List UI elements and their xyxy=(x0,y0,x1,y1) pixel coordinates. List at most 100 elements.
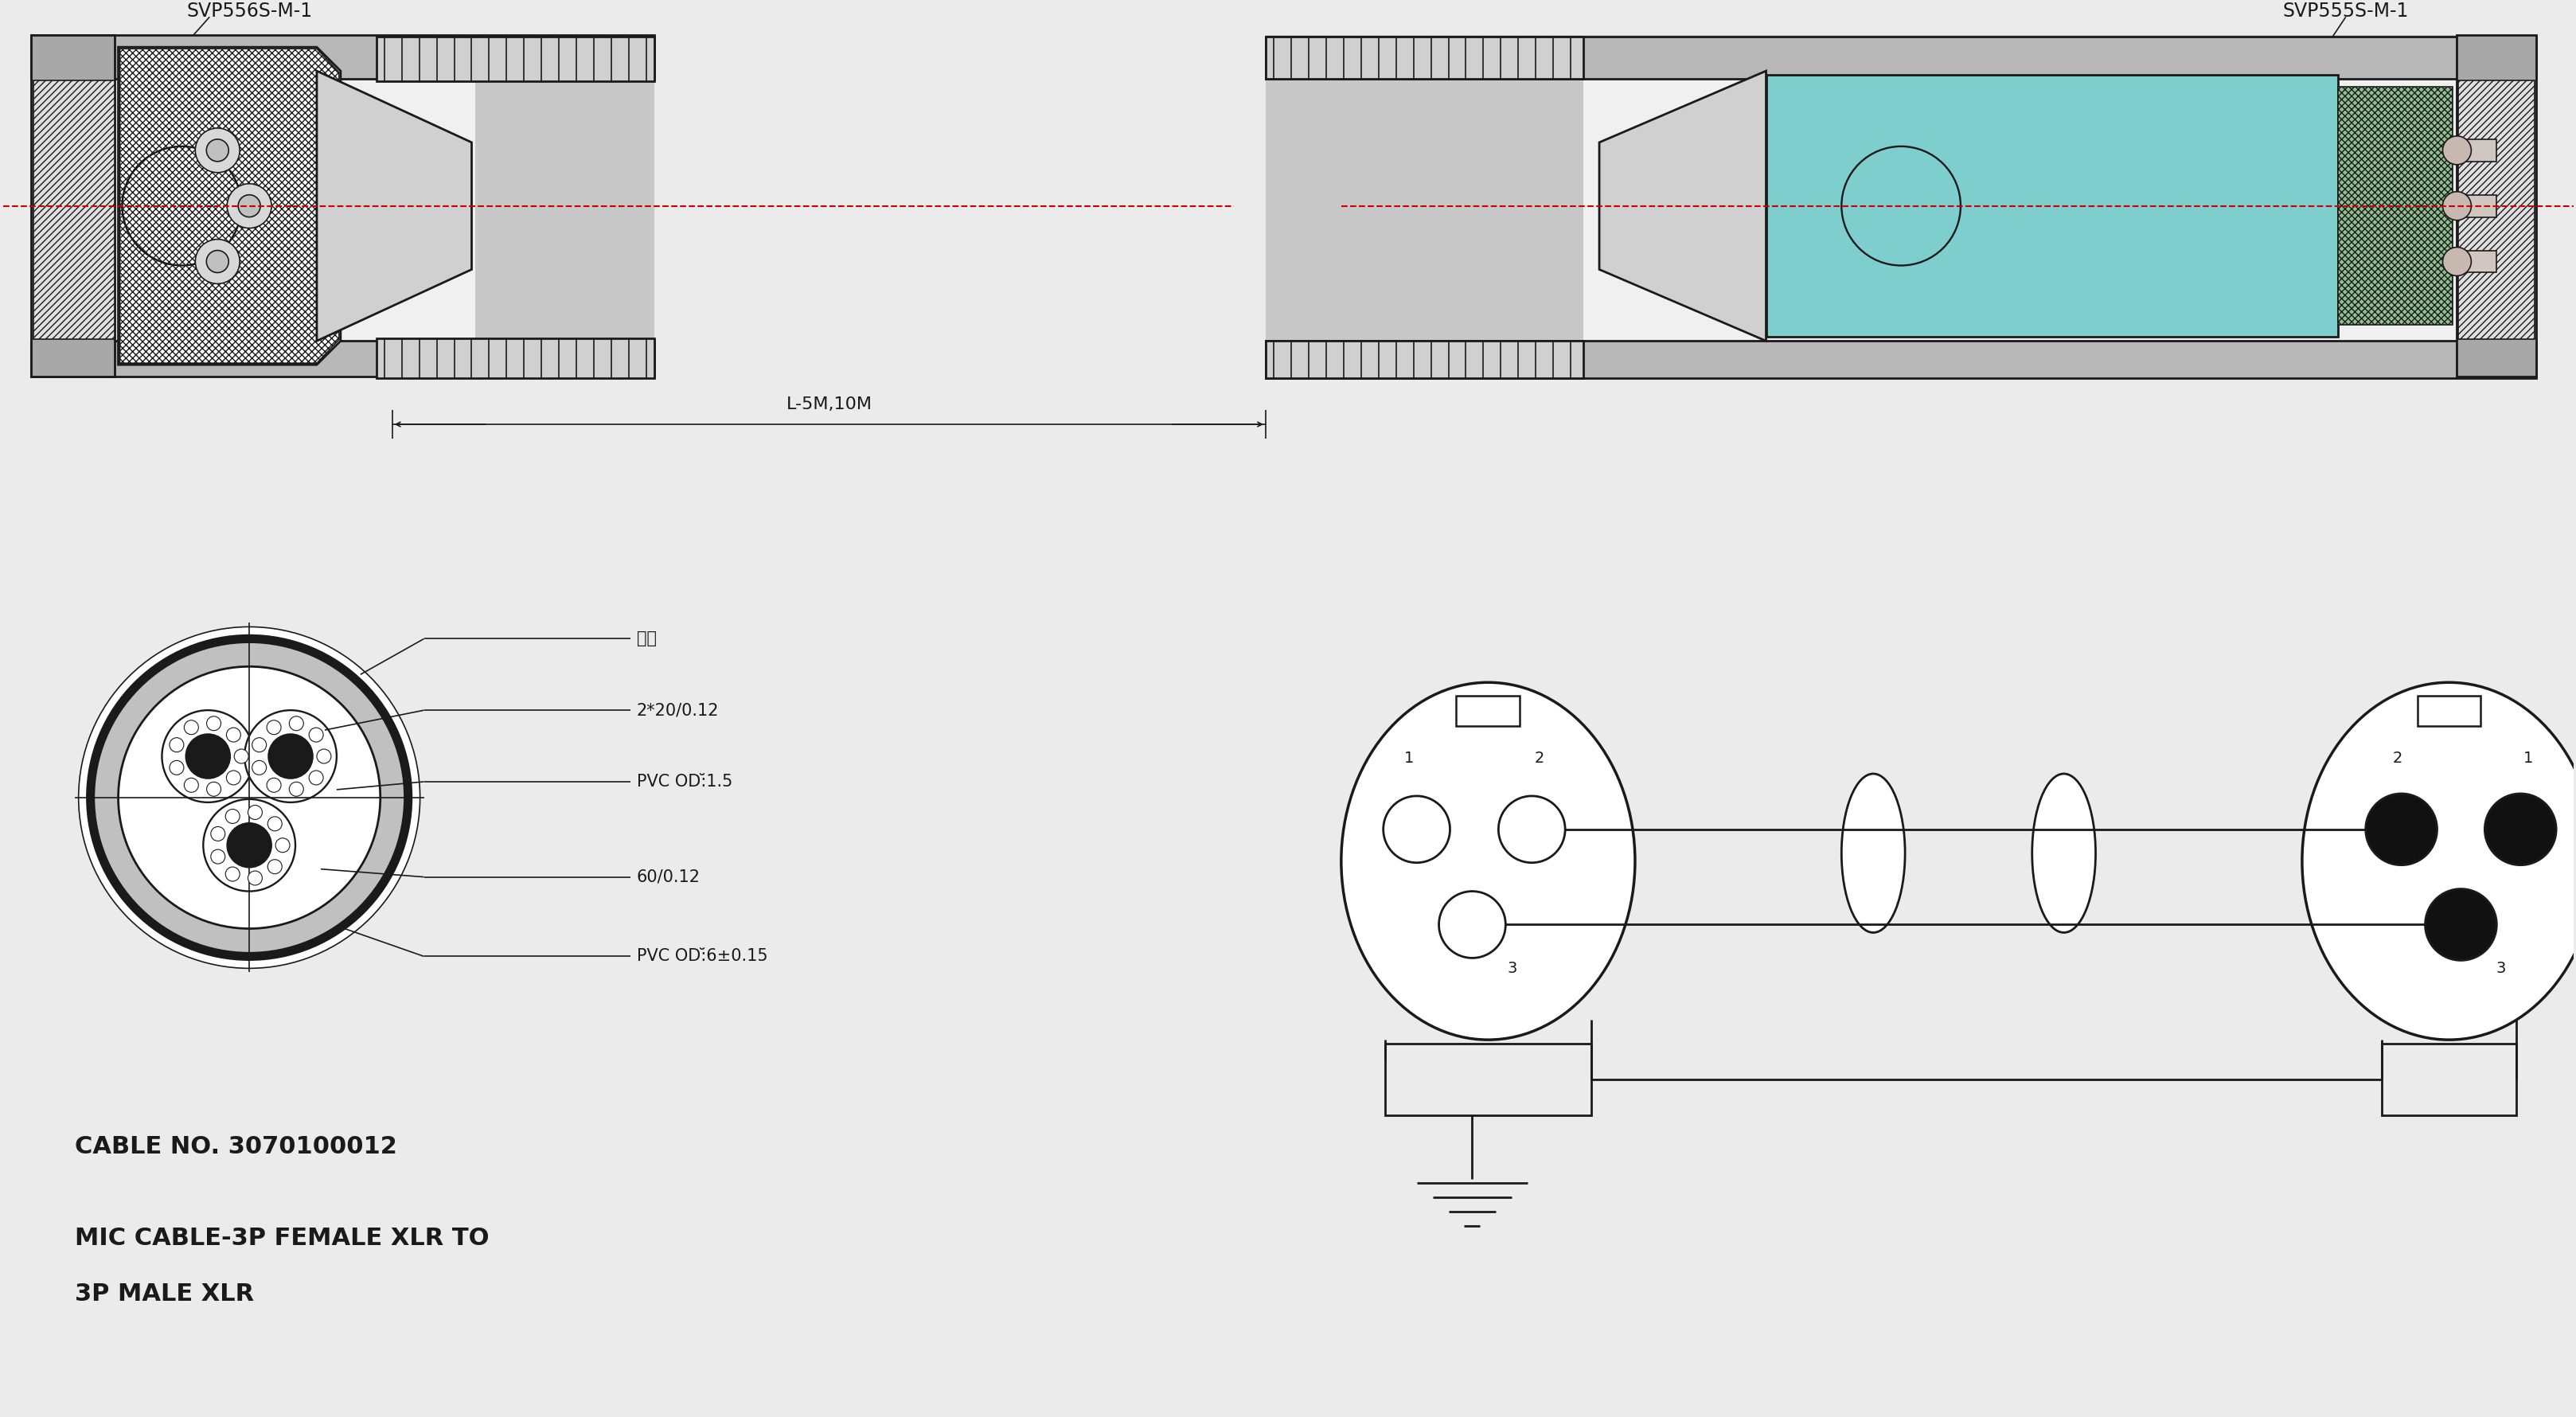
Bar xyxy=(31,35,113,377)
Circle shape xyxy=(2365,794,2437,864)
Circle shape xyxy=(170,738,183,752)
Circle shape xyxy=(90,639,407,956)
Text: 60/0.12: 60/0.12 xyxy=(636,869,701,886)
Text: 2*20/0.12: 2*20/0.12 xyxy=(636,703,719,718)
Circle shape xyxy=(162,710,255,802)
Text: PVC OD:̆6±0.15: PVC OD:̆6±0.15 xyxy=(636,948,768,965)
Polygon shape xyxy=(2336,86,2452,324)
Bar xyxy=(31,35,654,377)
Polygon shape xyxy=(1265,37,2535,79)
Circle shape xyxy=(268,734,312,778)
Circle shape xyxy=(185,734,229,778)
Text: SVP555S-M-1: SVP555S-M-1 xyxy=(2282,1,2409,21)
Circle shape xyxy=(237,194,260,217)
Bar xyxy=(2380,1044,2517,1115)
Text: CABLE NO. 3070100012: CABLE NO. 3070100012 xyxy=(75,1135,397,1159)
Text: 1: 1 xyxy=(2522,750,2532,765)
Circle shape xyxy=(77,626,420,968)
Bar xyxy=(2452,251,2496,272)
Circle shape xyxy=(247,805,263,819)
Bar xyxy=(1383,1044,1592,1115)
Circle shape xyxy=(289,782,304,796)
Circle shape xyxy=(224,809,240,823)
Bar xyxy=(2452,194,2496,217)
Circle shape xyxy=(183,778,198,792)
Circle shape xyxy=(204,799,296,891)
Ellipse shape xyxy=(1842,774,1904,932)
Bar xyxy=(2455,35,2535,377)
Circle shape xyxy=(2483,794,2555,864)
Text: L-5M,10M: L-5M,10M xyxy=(786,397,871,412)
Polygon shape xyxy=(31,341,654,377)
Circle shape xyxy=(206,782,222,796)
Ellipse shape xyxy=(1340,683,1636,1040)
Polygon shape xyxy=(118,47,340,364)
Circle shape xyxy=(309,771,322,785)
Bar xyxy=(2416,696,2481,726)
Text: PVC OD:̆1.5: PVC OD:̆1.5 xyxy=(636,774,732,789)
Ellipse shape xyxy=(2032,774,2094,932)
Circle shape xyxy=(2442,191,2470,220)
Circle shape xyxy=(2442,247,2470,276)
Circle shape xyxy=(276,837,289,853)
Circle shape xyxy=(170,761,183,775)
Circle shape xyxy=(196,239,240,283)
Polygon shape xyxy=(1265,341,2535,378)
Bar xyxy=(1582,79,2455,341)
Bar xyxy=(1265,37,1582,79)
Circle shape xyxy=(268,816,281,830)
Circle shape xyxy=(1499,796,1564,863)
Bar xyxy=(1455,696,1520,726)
Circle shape xyxy=(309,728,322,743)
Circle shape xyxy=(118,666,381,928)
Polygon shape xyxy=(1600,71,1765,341)
Polygon shape xyxy=(31,35,654,79)
Circle shape xyxy=(227,728,240,743)
Circle shape xyxy=(252,761,265,775)
Text: 棉线: 棉线 xyxy=(636,631,657,646)
Text: 3: 3 xyxy=(1507,961,1517,976)
Circle shape xyxy=(206,251,229,272)
Circle shape xyxy=(289,716,304,731)
Circle shape xyxy=(227,184,270,228)
Circle shape xyxy=(268,720,281,734)
Circle shape xyxy=(211,849,224,864)
Polygon shape xyxy=(1765,75,2336,337)
Text: 2: 2 xyxy=(1535,750,1543,765)
Polygon shape xyxy=(121,48,340,363)
Circle shape xyxy=(211,826,224,840)
Circle shape xyxy=(2424,888,2496,961)
Bar xyxy=(376,37,654,81)
Circle shape xyxy=(252,738,265,752)
Circle shape xyxy=(1383,796,1450,863)
Circle shape xyxy=(234,750,247,764)
Circle shape xyxy=(227,771,240,785)
Circle shape xyxy=(268,860,281,874)
Text: SVP556S-M-1: SVP556S-M-1 xyxy=(185,1,312,21)
Circle shape xyxy=(227,823,270,867)
Text: 3P MALE XLR: 3P MALE XLR xyxy=(75,1282,252,1305)
Text: MIC CABLE-3P FEMALE XLR TO: MIC CABLE-3P FEMALE XLR TO xyxy=(75,1227,489,1250)
Circle shape xyxy=(183,720,198,734)
Bar xyxy=(1265,341,1582,378)
Circle shape xyxy=(224,867,240,881)
Text: 3: 3 xyxy=(2496,961,2504,976)
Circle shape xyxy=(245,710,337,802)
Polygon shape xyxy=(317,71,471,341)
Bar xyxy=(1265,35,2535,377)
Polygon shape xyxy=(33,81,113,339)
Bar xyxy=(376,339,654,378)
Circle shape xyxy=(247,871,263,886)
Bar xyxy=(2452,139,2496,162)
Circle shape xyxy=(1437,891,1504,958)
Circle shape xyxy=(2442,136,2470,164)
Circle shape xyxy=(317,750,330,764)
Circle shape xyxy=(206,716,222,731)
Polygon shape xyxy=(2458,81,2535,339)
Ellipse shape xyxy=(2300,683,2576,1040)
Bar xyxy=(113,79,477,341)
Circle shape xyxy=(196,128,240,173)
Text: 2: 2 xyxy=(2391,750,2401,765)
Circle shape xyxy=(268,778,281,792)
Text: 1: 1 xyxy=(1404,750,1414,765)
